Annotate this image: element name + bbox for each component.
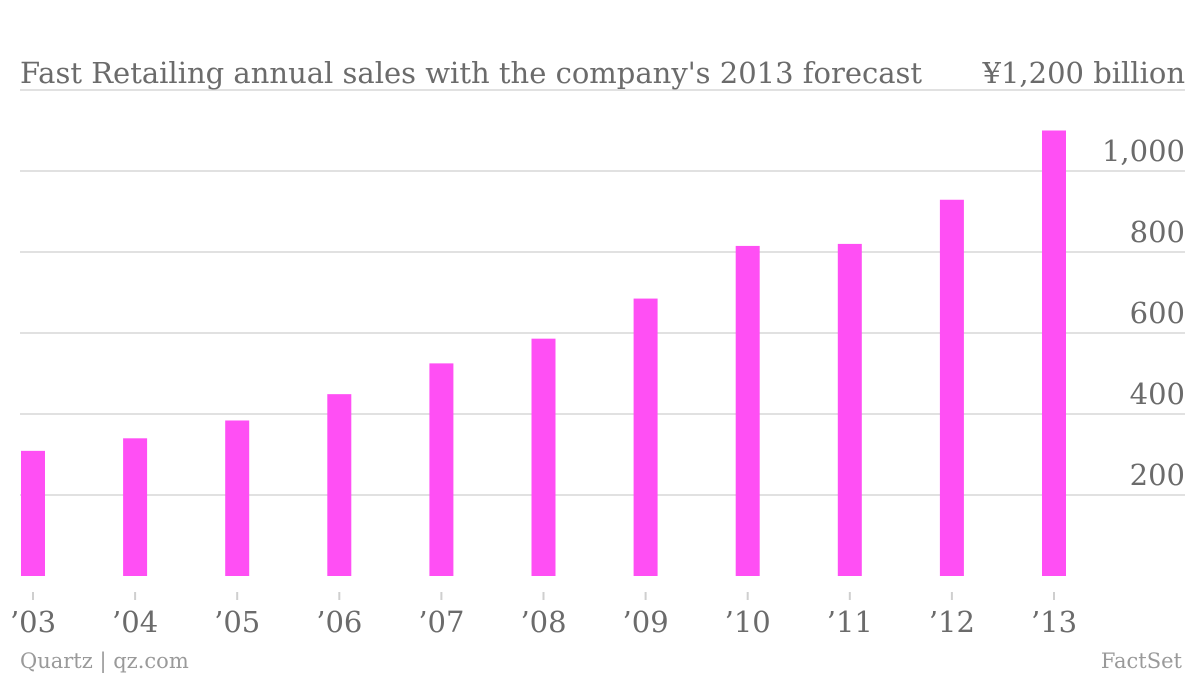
x-tick-label: ’12 [929, 605, 975, 639]
bar [327, 394, 352, 576]
bar [531, 338, 556, 576]
bar [939, 199, 964, 576]
x-tick-label: ’05 [214, 605, 260, 639]
bar [1042, 130, 1066, 576]
x-tick-label: ’08 [520, 605, 566, 639]
x-tick-label: ’10 [725, 605, 771, 639]
source-credit: Quartz | qz.com [20, 649, 189, 674]
x-tick-label: ’07 [418, 605, 464, 639]
x-tick-label: ’04 [112, 605, 158, 639]
bar [735, 245, 760, 577]
y-tick-label: 400 [1130, 377, 1185, 411]
y-tick-label: 600 [1130, 296, 1185, 330]
chart-title: Fast Retailing annual sales with the com… [20, 56, 922, 90]
y-axis-ticks: 200 400 600 800 1,000 [1102, 134, 1185, 492]
unit-label: ¥1,200 billion [982, 56, 1186, 90]
x-tick-label: ’13 [1031, 605, 1077, 639]
bar [429, 363, 454, 576]
x-axis-ticks: ’03 ’04 ’05 ’06 ’07 ’08 ’09 ’10 ’11 ’12 ’13 [10, 592, 1077, 639]
bar [225, 420, 250, 576]
bar [837, 243, 862, 576]
y-tick-label: 1,000 [1102, 134, 1185, 168]
y-tick-label: 200 [1130, 458, 1185, 492]
x-tick-label: ’09 [623, 605, 669, 639]
bar [633, 298, 658, 576]
y-tick-label: 800 [1130, 215, 1185, 249]
bar [123, 438, 148, 576]
bars [21, 130, 1066, 577]
gridlines [20, 89, 1185, 496]
data-source: FactSet [1101, 649, 1183, 673]
x-tick-label: ’03 [10, 605, 56, 639]
x-tick-label: ’06 [316, 605, 362, 639]
x-tick-label: ’11 [827, 605, 873, 639]
bar [21, 450, 45, 576]
